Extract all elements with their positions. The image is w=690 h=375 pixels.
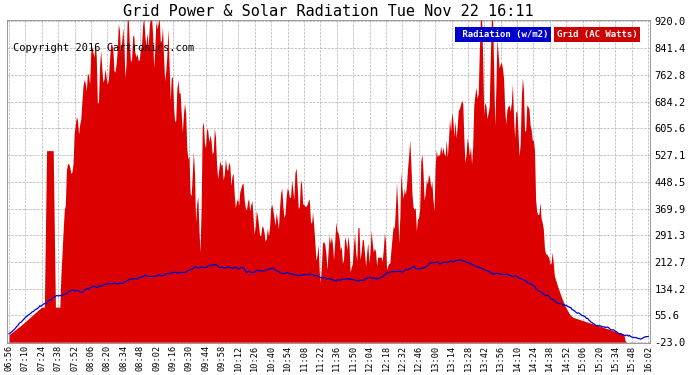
Text: Radiation (w/m2): Radiation (w/m2) xyxy=(457,30,549,39)
Text: Grid (AC Watts): Grid (AC Watts) xyxy=(557,30,638,39)
Text: Copyright 2016 Cartronics.com: Copyright 2016 Cartronics.com xyxy=(13,43,195,53)
Title: Grid Power & Solar Radiation Tue Nov 22 16:11: Grid Power & Solar Radiation Tue Nov 22 … xyxy=(124,4,534,19)
